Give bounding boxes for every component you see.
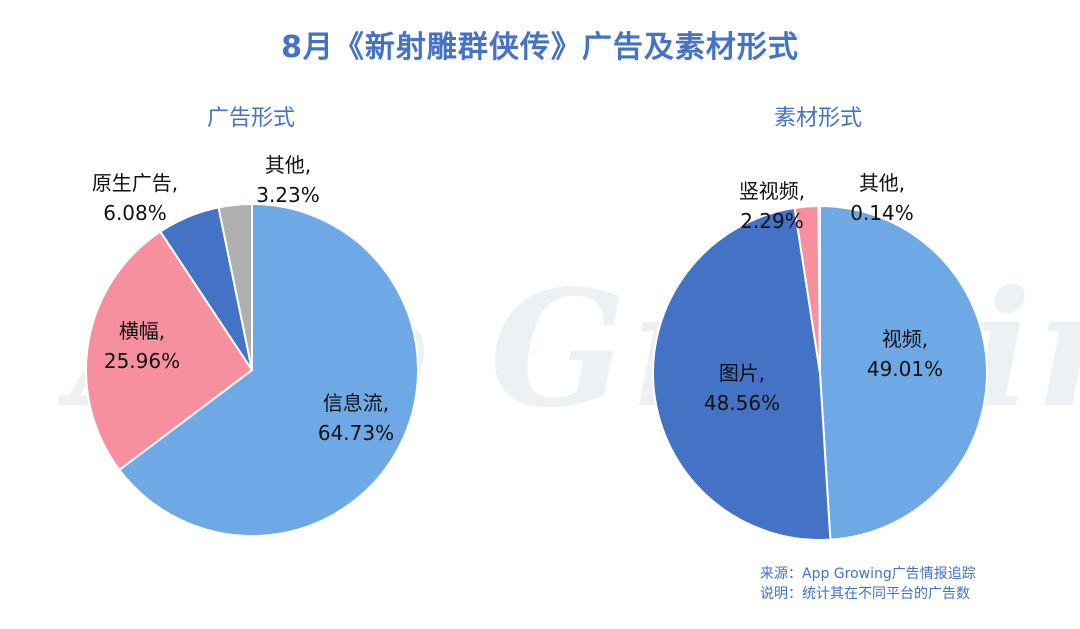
pie1-label-2: 原生广告, — [92, 171, 178, 195]
pie1-value-0: 64.73% — [318, 421, 394, 445]
pie1-value-1: 25.96% — [104, 349, 180, 373]
pie1-value-3: 3.23% — [256, 183, 320, 207]
pie1-label-3: 其他, — [265, 153, 311, 177]
pie2-slice-0 — [819, 204, 988, 541]
pie-title-material-format: 素材形式 — [773, 106, 862, 131]
pie2-label-3: 其他, — [859, 171, 905, 195]
pie-title-ad-format: 广告形式 — [206, 106, 295, 131]
pie1-label-1: 横幅, — [119, 319, 165, 343]
pie2-label-2: 竖视频, — [739, 179, 805, 203]
pie2-slice-3 — [817, 204, 821, 374]
pie2-slice-1 — [652, 206, 832, 541]
pie1-slice-0 — [117, 202, 419, 537]
pie2-label-0: 视频, — [882, 327, 928, 351]
pie2-value-3: 0.14% — [850, 201, 914, 225]
pie1-slice-1 — [85, 230, 254, 472]
pie1-label-0: 信息流, — [323, 391, 389, 415]
pie2-label-1: 图片, — [719, 361, 765, 385]
pie2-value-2: 2.29% — [740, 209, 804, 233]
footer-source: 来源：App Growing广告情报追踪 — [760, 566, 976, 582]
pie1-slice-3 — [217, 202, 253, 371]
pie2-value-0: 49.01% — [867, 357, 943, 381]
chart-title: 8月《新射雕群侠传》广告及素材形式 — [281, 30, 799, 65]
pie2-value-1: 48.56% — [704, 391, 780, 415]
footer-note: 说明：统计其在不同平台的广告数 — [760, 586, 970, 602]
pie1-value-2: 6.08% — [103, 201, 167, 225]
